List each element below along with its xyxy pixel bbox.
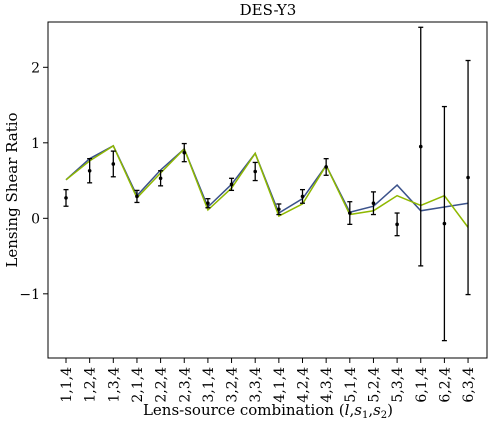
x-tick-label: 4,1,4: [272, 367, 288, 403]
x-tick-label: 5,1,4: [343, 367, 359, 403]
x-tick-label: 6,3,4: [461, 367, 477, 403]
plot-frame: [47, 21, 488, 359]
chart-title: DES-Y3: [240, 1, 297, 19]
x-tick-label: 6,2,4: [437, 367, 453, 403]
x-tick-label: 4,2,4: [296, 367, 312, 403]
data-point: [87, 168, 92, 173]
data-point: [371, 201, 376, 206]
data-point: [253, 169, 257, 174]
y-tick-label: 0: [31, 211, 40, 227]
series-line-1: [65, 144, 469, 215]
data-point: [395, 222, 399, 227]
x-tick-label: 2,3,4: [177, 367, 193, 403]
data-point: [277, 207, 281, 212]
data-point: [348, 211, 352, 215]
y-tick-label: −1: [19, 287, 40, 303]
x-axis: 1,1,4 1,2,4 1,3,4 2,1,4 2,2,4 2,3,4 3,1,4 3,2,4…: [59, 358, 477, 403]
x-tick-label: 5,2,4: [366, 367, 382, 403]
data-point: [229, 182, 234, 187]
x-tick-label: 1,1,4: [59, 367, 75, 403]
data-point: [158, 176, 163, 181]
data-point: [135, 194, 139, 199]
x-tick-label: 3,3,4: [248, 367, 264, 403]
series-line-2: [65, 144, 469, 228]
x-tick-label: 5,3,4: [390, 367, 406, 403]
x-tick-label: 6,1,4: [414, 367, 430, 403]
y-tick-label: 2: [31, 60, 40, 76]
x-tick-label: 2,1,4: [130, 367, 146, 403]
x-tick-label: 2,2,4: [154, 367, 170, 403]
y-tick-label: 1: [31, 136, 40, 152]
data-point: [442, 221, 447, 226]
x-tick-label: 3,2,4: [225, 367, 241, 403]
data-point: [466, 175, 470, 180]
data-point: [324, 165, 328, 169]
y-axis-label: Lensing Shear Ratio: [3, 112, 21, 267]
x-axis-label: Lens-source combination (l,s1,s2): [143, 401, 393, 421]
data-point: [111, 162, 116, 166]
x-tick-label: 3,1,4: [201, 367, 217, 403]
y-axis: −1 0 1 2: [19, 60, 48, 303]
data-point: [418, 144, 423, 149]
data-point: [206, 201, 210, 206]
data-point: [300, 194, 305, 199]
plot-area: [63, 26, 471, 342]
data-point: [182, 150, 187, 155]
x-tick-label: 1,2,4: [83, 367, 99, 403]
x-tick-label: 4,3,4: [319, 367, 335, 403]
x-tick-label: 1,3,4: [106, 367, 122, 403]
data-point: [64, 196, 68, 200]
